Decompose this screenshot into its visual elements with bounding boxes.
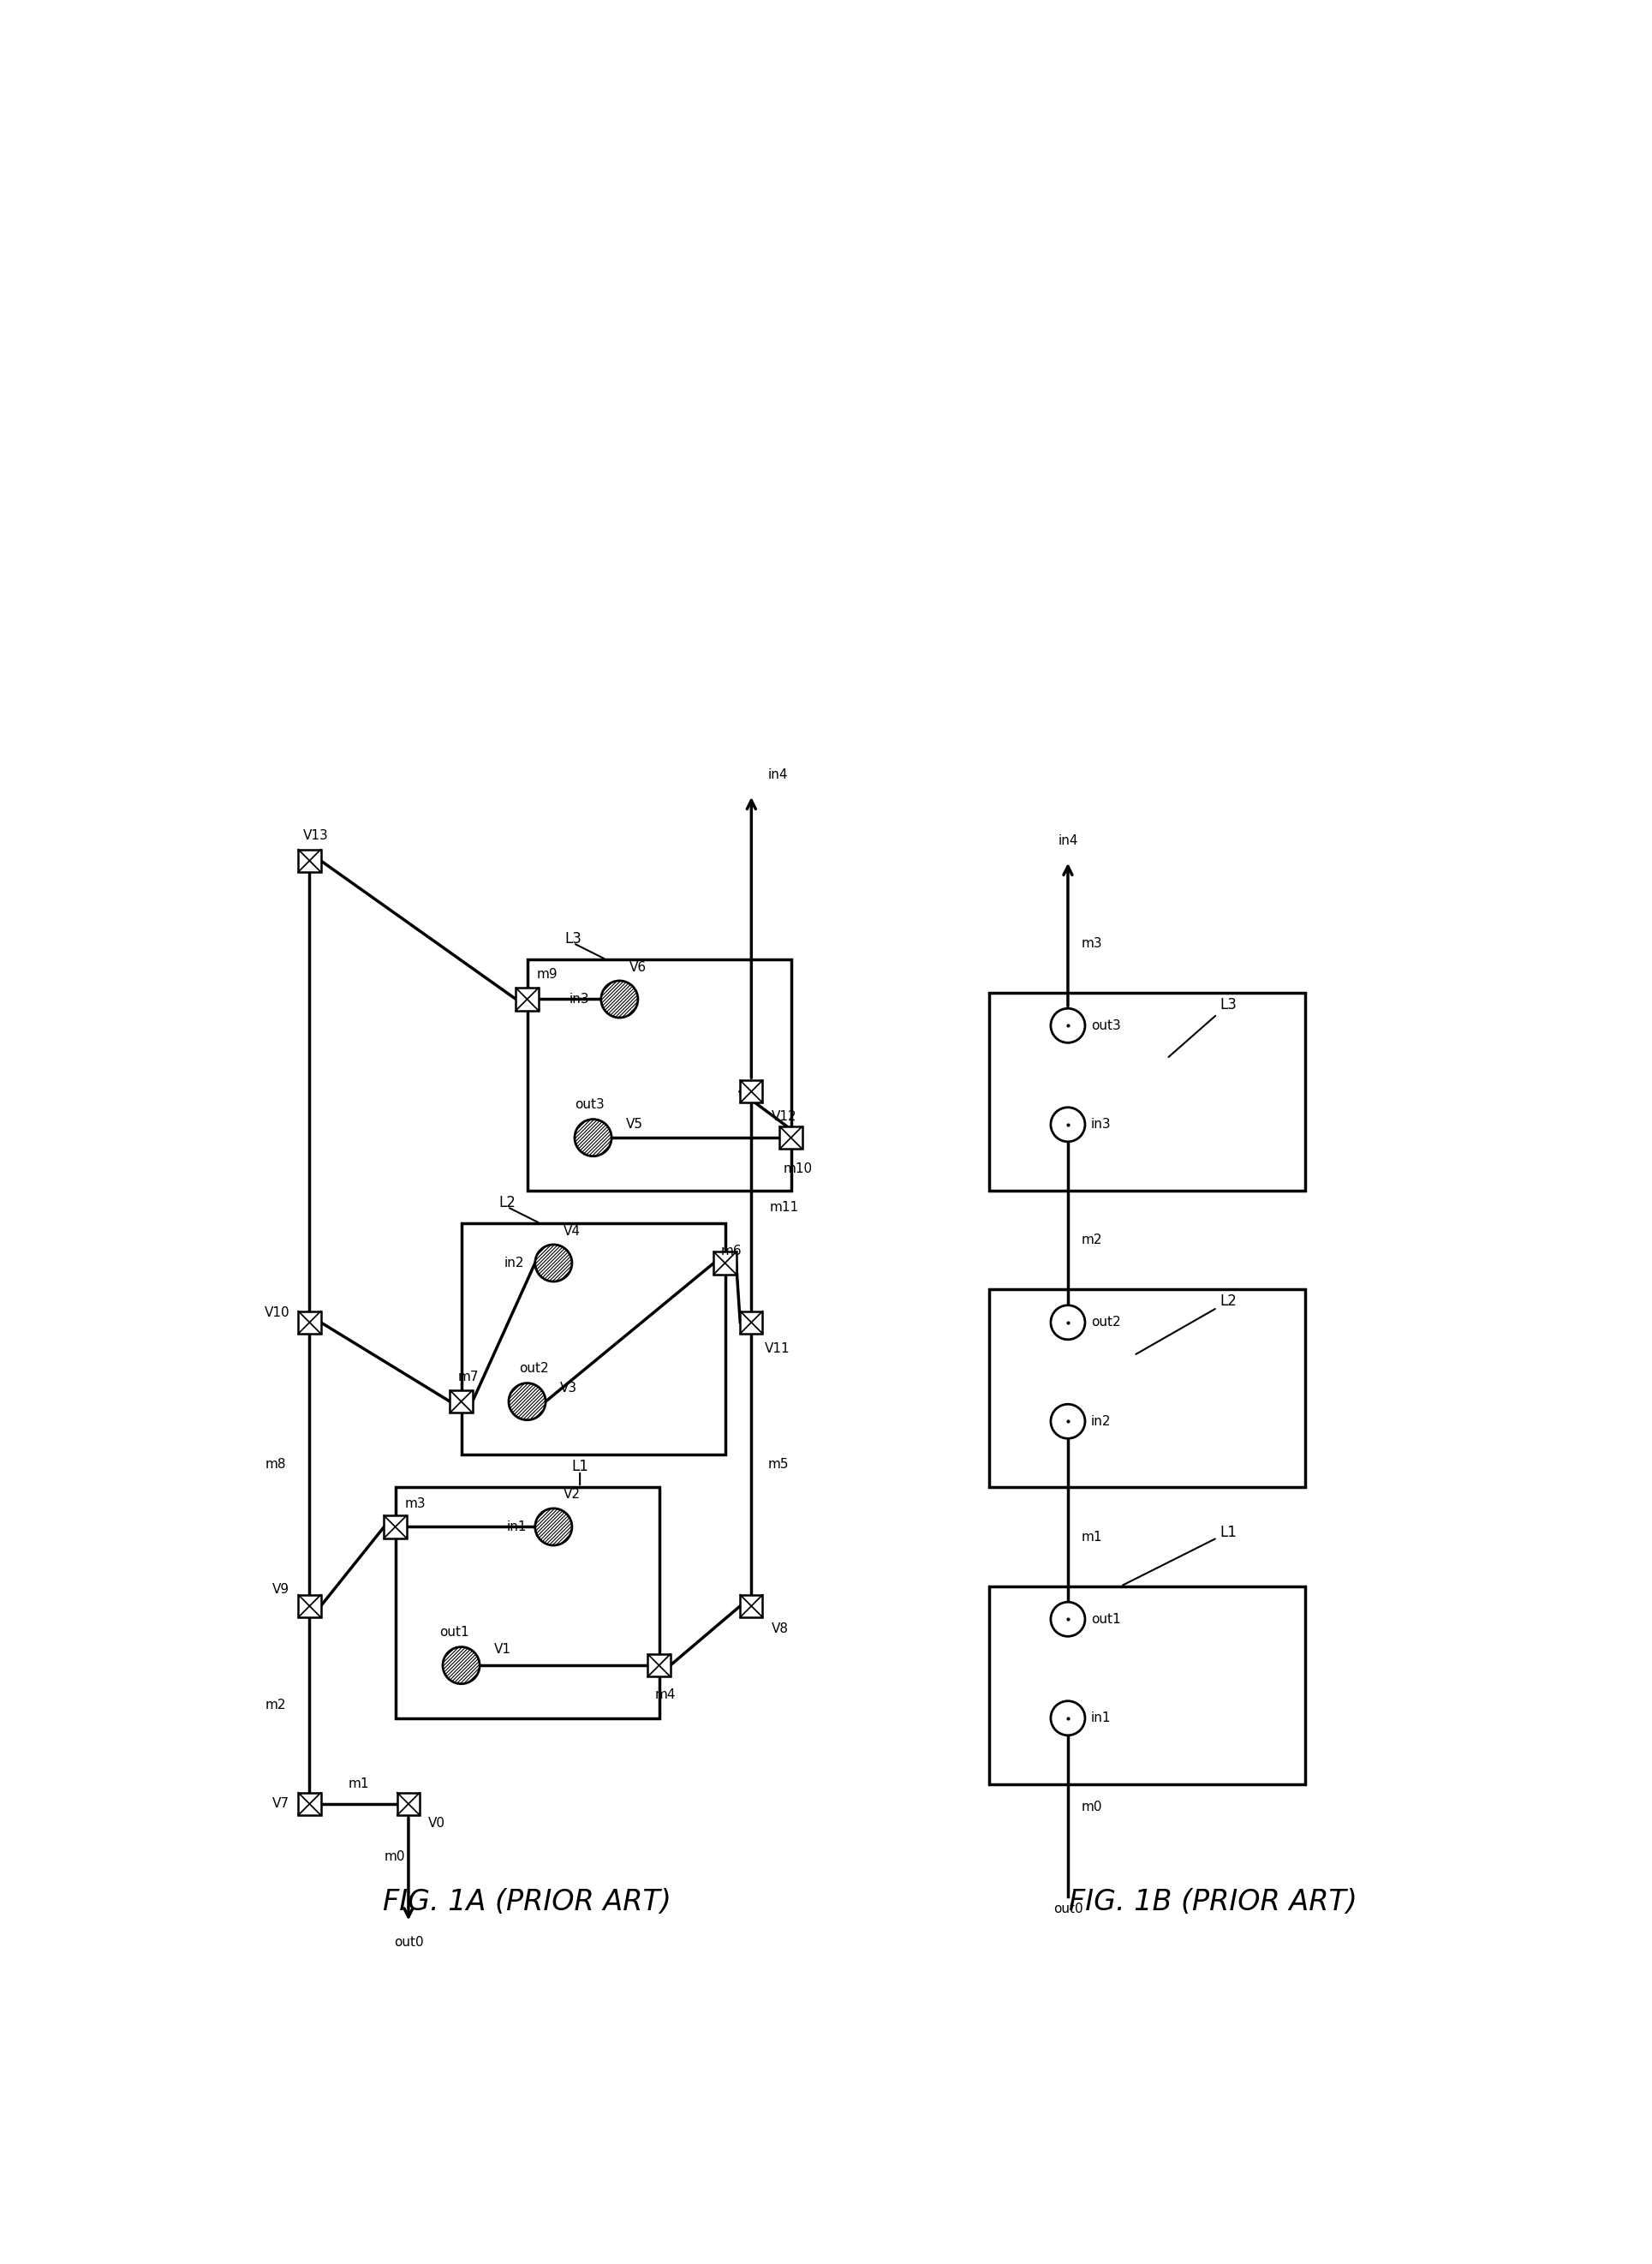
Text: out0: out0 <box>393 1936 423 1949</box>
Bar <box>396 1793 420 1816</box>
Circle shape <box>443 1646 479 1684</box>
Text: out1: out1 <box>1090 1612 1120 1626</box>
Bar <box>461 1223 725 1453</box>
Circle shape <box>1051 1007 1085 1044</box>
Text: m8: m8 <box>266 1458 286 1472</box>
Text: V12: V12 <box>771 1109 796 1123</box>
Text: m10: m10 <box>783 1164 813 1175</box>
Bar <box>740 1594 763 1616</box>
Text: V8: V8 <box>771 1623 788 1635</box>
Circle shape <box>601 980 638 1019</box>
Bar <box>990 992 1305 1191</box>
Text: L3: L3 <box>565 931 582 946</box>
Bar <box>527 960 791 1191</box>
Circle shape <box>1051 1306 1085 1340</box>
Text: V10: V10 <box>264 1306 289 1320</box>
Text: L1: L1 <box>572 1458 588 1474</box>
Circle shape <box>535 1245 572 1281</box>
Bar <box>990 1587 1305 1784</box>
Text: in2: in2 <box>1090 1415 1112 1429</box>
Text: L2: L2 <box>499 1195 515 1211</box>
Circle shape <box>535 1508 572 1546</box>
Text: V11: V11 <box>765 1343 790 1356</box>
Text: out3: out3 <box>575 1098 605 1112</box>
Text: m1: m1 <box>349 1777 370 1791</box>
Text: L1: L1 <box>1123 1524 1237 1585</box>
Text: out3: out3 <box>1090 1019 1120 1032</box>
Circle shape <box>1051 1603 1085 1637</box>
Bar <box>299 849 320 872</box>
Circle shape <box>1051 1404 1085 1438</box>
Text: FIG. 1A (PRIOR ART): FIG. 1A (PRIOR ART) <box>383 1888 671 1915</box>
Text: V13: V13 <box>302 829 329 842</box>
Bar <box>299 1594 320 1616</box>
Text: L2: L2 <box>1137 1293 1237 1354</box>
Circle shape <box>1051 1107 1085 1141</box>
Bar <box>990 1290 1305 1487</box>
Text: m7: m7 <box>458 1370 479 1383</box>
Bar <box>780 1127 803 1148</box>
Text: V4: V4 <box>563 1225 580 1238</box>
Text: in3: in3 <box>1090 1118 1112 1132</box>
Text: L3: L3 <box>1168 996 1237 1057</box>
Text: m0: m0 <box>1080 1800 1102 1813</box>
Bar <box>648 1655 671 1678</box>
Text: V5: V5 <box>626 1118 643 1132</box>
Text: out2: out2 <box>519 1363 548 1374</box>
Text: in4: in4 <box>1057 835 1079 847</box>
Text: m5: m5 <box>768 1458 790 1472</box>
Text: V0: V0 <box>428 1818 446 1829</box>
Text: in2: in2 <box>504 1257 524 1270</box>
Circle shape <box>1051 1700 1085 1734</box>
Text: m1: m1 <box>1080 1530 1102 1544</box>
Text: V9: V9 <box>273 1583 289 1596</box>
Text: in4: in4 <box>768 770 788 781</box>
Text: V7: V7 <box>273 1798 289 1811</box>
Text: in3: in3 <box>570 994 590 1005</box>
Bar <box>714 1252 737 1275</box>
Text: out2: out2 <box>1090 1315 1120 1329</box>
Text: m6: m6 <box>720 1245 742 1257</box>
Bar <box>740 1311 763 1333</box>
Bar <box>395 1487 659 1718</box>
Bar <box>383 1515 406 1537</box>
Text: m4: m4 <box>656 1689 676 1700</box>
Text: in1: in1 <box>507 1521 527 1533</box>
Text: V1: V1 <box>494 1644 512 1655</box>
Circle shape <box>575 1118 611 1157</box>
Text: m9: m9 <box>537 969 558 980</box>
Circle shape <box>509 1383 545 1420</box>
Text: out0: out0 <box>1052 1902 1082 1915</box>
Bar <box>299 1311 320 1333</box>
Text: m11: m11 <box>770 1200 800 1214</box>
Text: out1: out1 <box>439 1626 469 1639</box>
Text: m3: m3 <box>1080 937 1102 949</box>
Text: V6: V6 <box>629 962 646 974</box>
Text: m2: m2 <box>1080 1234 1102 1247</box>
Bar <box>299 1793 320 1816</box>
Bar <box>740 1080 763 1103</box>
Text: m0: m0 <box>385 1850 405 1863</box>
Text: FIG. 1B (PRIOR ART): FIG. 1B (PRIOR ART) <box>1069 1888 1358 1915</box>
Bar <box>515 987 539 1010</box>
Text: m2: m2 <box>266 1698 286 1712</box>
Text: V2: V2 <box>563 1487 580 1501</box>
Text: in1: in1 <box>1090 1712 1112 1725</box>
Bar <box>449 1390 472 1413</box>
Text: m3: m3 <box>405 1497 426 1510</box>
Text: V3: V3 <box>560 1381 577 1395</box>
